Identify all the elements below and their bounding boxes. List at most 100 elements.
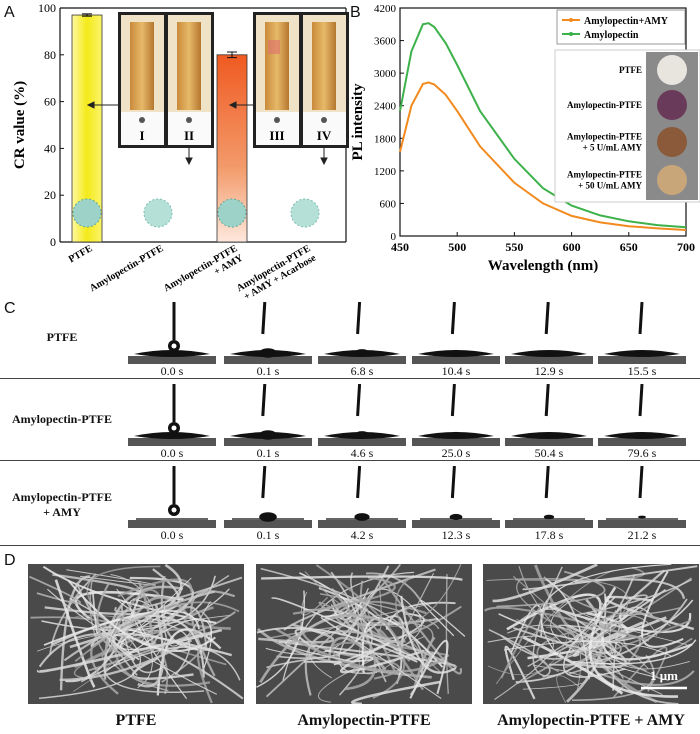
substrate — [224, 520, 312, 528]
series-line-1 — [399, 81, 687, 231]
fibre — [63, 590, 216, 662]
needle — [544, 302, 550, 335]
fibre — [492, 564, 598, 603]
fibre — [37, 628, 223, 673]
sem-image-1 — [28, 564, 244, 704]
inset-label: + 5 U/mL AMY — [583, 143, 643, 153]
fibre — [512, 575, 589, 652]
fibre — [395, 574, 441, 673]
membrane-disc-1 — [72, 198, 102, 228]
inset-label: Amylopectin-PTFE — [567, 132, 642, 142]
needle — [638, 302, 644, 335]
substrate — [505, 438, 593, 446]
fibre — [400, 595, 457, 674]
fibre — [506, 593, 602, 631]
fibre — [284, 639, 356, 663]
fibre — [54, 579, 96, 688]
droplet-image — [412, 466, 500, 528]
sem-image-3: 1 μm — [483, 564, 699, 704]
droplet-image — [128, 466, 216, 528]
droplet-image — [598, 384, 686, 446]
y-tick-label: 2400 — [374, 101, 397, 113]
droplet-image — [128, 302, 216, 364]
category-label: PTFE — [67, 243, 95, 265]
time-label: 0.0 s — [160, 364, 184, 378]
fibre — [30, 616, 169, 695]
droplet-image — [318, 302, 406, 364]
legend-label: Amylopectin — [584, 30, 639, 41]
x-axis-label: Wavelength (nm) — [488, 258, 598, 274]
droplet-image — [505, 384, 593, 446]
panel-label-a: A — [4, 4, 15, 21]
y-tick-label: 80 — [44, 48, 56, 62]
time-label: 0.0 s — [160, 446, 184, 460]
needle — [261, 466, 267, 499]
fibre — [358, 627, 397, 675]
sem-image-2 — [256, 564, 472, 704]
panel-label-d: D — [4, 552, 16, 569]
tube-photo-left — [118, 12, 214, 148]
fibre — [59, 639, 193, 682]
needle — [261, 302, 267, 335]
contact-angle-row-label: Amylopectin-PTFE — [12, 412, 112, 426]
substrate — [412, 438, 500, 446]
fibre — [275, 627, 450, 673]
fibre — [265, 564, 402, 698]
time-label: 0.1 s — [256, 528, 280, 542]
fibre — [111, 632, 232, 661]
droplet-image — [224, 302, 312, 364]
y-tick-label: 1200 — [374, 166, 397, 178]
arrow-to-bar-1 — [86, 101, 118, 109]
fibre — [117, 578, 193, 598]
inset-label: Amylopectin-PTFE — [567, 100, 642, 110]
fibre — [588, 586, 679, 698]
time-label: 4.2 s — [350, 528, 374, 542]
time-label: 0.1 s — [256, 364, 280, 378]
fibre — [80, 646, 241, 683]
needle — [450, 466, 456, 499]
fibre — [496, 570, 606, 608]
time-label: 17.8 s — [534, 528, 564, 542]
arrow-to-bar-3 — [228, 101, 253, 109]
tube-photo-right — [253, 12, 349, 148]
droplet — [354, 513, 370, 521]
x-tick-label: 450 — [391, 240, 409, 254]
needle — [356, 384, 362, 417]
category-label-group: Amylopectin-PTFE+ AMY + Acarbose — [235, 243, 319, 300]
droplet-image — [598, 466, 686, 528]
fibre — [292, 576, 396, 615]
time-label: 0.1 s — [256, 446, 280, 460]
membrane-disc-4 — [290, 198, 320, 228]
droplet-image — [598, 302, 686, 364]
fibre — [495, 569, 615, 685]
panel-label-c: C — [4, 300, 16, 317]
droplet — [449, 513, 463, 521]
fibre — [378, 573, 463, 675]
substrate — [598, 356, 686, 364]
substrate — [598, 520, 686, 528]
x-tick-label: 600 — [563, 240, 581, 254]
contact-angle-row-label: PTFE — [46, 330, 78, 344]
fibre — [420, 599, 466, 637]
sem-caption: PTFE — [115, 712, 157, 729]
category-label-group: Amylopectin-PTFE — [88, 243, 166, 294]
category-label: Amylopectin-PTFE — [88, 243, 166, 294]
substrate — [128, 356, 216, 364]
fibre — [137, 603, 165, 688]
fibre — [619, 612, 630, 621]
fibre — [29, 575, 81, 605]
substrate — [505, 520, 593, 528]
droplet-image — [318, 466, 406, 528]
time-label: 79.6 s — [627, 446, 657, 460]
needle — [638, 384, 644, 417]
series-line-2 — [399, 22, 687, 229]
fibre — [516, 608, 649, 669]
fibre — [487, 635, 554, 700]
fibre — [507, 624, 624, 679]
droplet-image — [412, 302, 500, 364]
fibre — [114, 576, 243, 613]
fibre — [340, 641, 425, 674]
legend-box — [556, 9, 686, 45]
needle — [450, 384, 456, 417]
time-label: 4.6 s — [350, 446, 374, 460]
